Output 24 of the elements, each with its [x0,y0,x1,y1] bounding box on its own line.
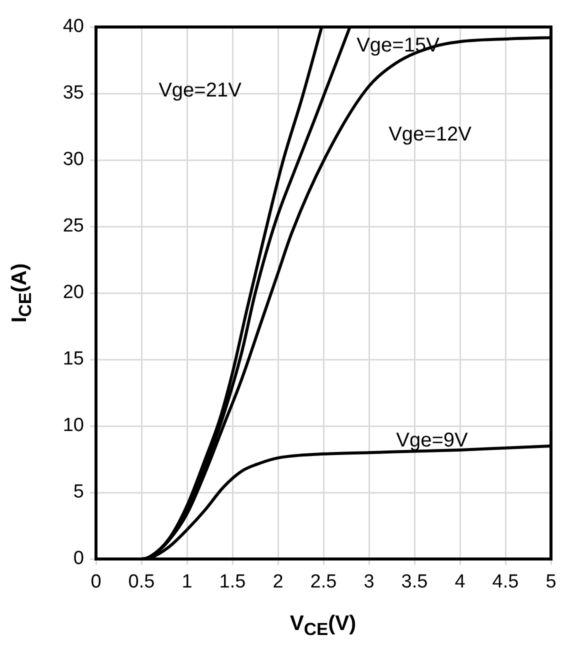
y-tick-label: 40 [62,16,84,38]
y-tick-label: 35 [62,82,84,104]
series-label: Vge=9V [396,430,469,452]
y-tick-label: 10 [62,415,84,436]
x-tick-label: 1.5 [219,572,246,593]
y-tick-label: 20 [62,282,84,304]
y-tick-label: 25 [62,216,84,237]
series-label: Vge=12V [388,124,472,146]
text: Vge=21V [158,80,242,102]
x-tick-label: 0.5 [128,572,155,593]
x-tick-label: 5 [546,572,556,593]
x-tick-label: 4.5 [492,572,519,593]
x-tick-label: 2.5 [310,572,337,593]
y-tick-label: 5 [73,482,84,503]
x-tick-label: 3 [364,572,374,593]
x-tick-label: 1 [182,572,192,593]
x-tick-label: 0 [90,572,102,593]
y-tick-label: 0 [73,548,84,570]
x-tick-label: 4 [454,572,466,593]
x-tick-label: 3.5 [401,572,428,593]
y-tick-label: 15 [62,348,84,370]
x-tick-label: 2 [272,572,284,593]
x-axis-title: V$_{CE}$(V) [290,612,356,640]
y-tick-label: 30 [62,149,84,170]
